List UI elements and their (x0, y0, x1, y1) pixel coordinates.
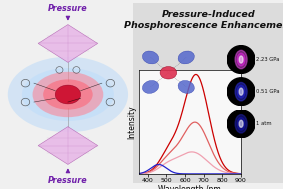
Ellipse shape (237, 117, 245, 130)
Ellipse shape (235, 115, 247, 133)
Polygon shape (38, 127, 98, 164)
X-axis label: Wavelength /nm: Wavelength /nm (158, 185, 221, 189)
Text: 0.51 GPa: 0.51 GPa (256, 89, 280, 94)
Ellipse shape (237, 85, 245, 98)
Text: 2.23 GPa: 2.23 GPa (256, 57, 280, 62)
Polygon shape (38, 25, 98, 62)
FancyBboxPatch shape (130, 1, 283, 187)
Ellipse shape (235, 50, 247, 69)
Ellipse shape (239, 56, 243, 63)
Ellipse shape (8, 57, 128, 132)
Ellipse shape (178, 81, 194, 93)
Ellipse shape (178, 51, 194, 64)
Circle shape (227, 46, 255, 73)
Ellipse shape (142, 81, 159, 93)
Ellipse shape (237, 53, 245, 66)
Text: 1 atm: 1 atm (256, 121, 272, 126)
Y-axis label: Intensity: Intensity (128, 105, 137, 139)
Text: Pressure: Pressure (48, 176, 88, 185)
Ellipse shape (239, 88, 243, 95)
Ellipse shape (55, 85, 81, 104)
Ellipse shape (239, 120, 243, 127)
Ellipse shape (22, 68, 114, 121)
Ellipse shape (142, 51, 159, 64)
Text: Pressure: Pressure (48, 4, 88, 13)
Circle shape (227, 110, 255, 138)
Ellipse shape (160, 67, 177, 79)
Circle shape (227, 78, 255, 105)
Ellipse shape (33, 72, 103, 117)
Ellipse shape (235, 82, 247, 101)
Text: Pressure-Induced
Phosphorescence Enhancement: Pressure-Induced Phosphorescence Enhance… (124, 10, 283, 30)
Ellipse shape (43, 79, 93, 110)
